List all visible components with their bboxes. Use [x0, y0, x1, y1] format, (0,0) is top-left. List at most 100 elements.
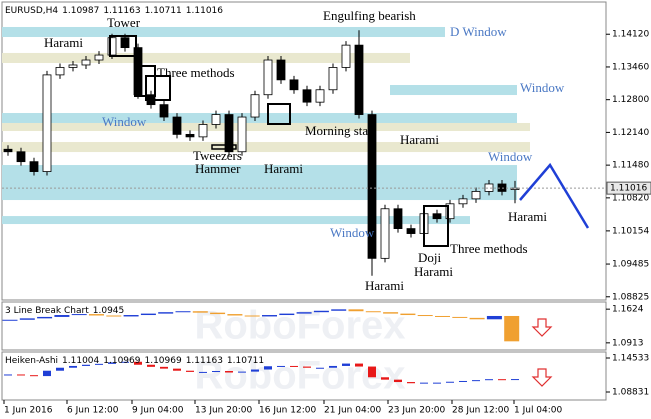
- bar: [227, 314, 243, 316]
- annotation: Three methods: [157, 65, 235, 80]
- title: Heiken-Ashi: [5, 356, 58, 366]
- bar: [316, 367, 324, 369]
- candle-body: [120, 37, 130, 49]
- bar: [238, 371, 246, 373]
- y-tick-label: 1.14533: [612, 354, 649, 364]
- signal-arrow: [531, 368, 553, 387]
- bar: [400, 313, 416, 316]
- bar: [498, 379, 506, 381]
- bar: [348, 309, 364, 312]
- candle-body: [55, 67, 65, 76]
- bar: [108, 362, 116, 364]
- candle-body: [458, 198, 468, 205]
- bar: [313, 310, 329, 313]
- candle-body: [250, 94, 260, 118]
- bar: [140, 313, 156, 316]
- bar: [244, 315, 260, 317]
- candle-body: [185, 133, 195, 138]
- annotation: Engulfing bearish: [323, 8, 416, 23]
- candle-body: [211, 114, 221, 125]
- bar: [279, 313, 295, 316]
- annotation: Three methods: [450, 241, 528, 256]
- zone: [2, 122, 530, 132]
- bar: [186, 370, 194, 372]
- candle-body: [94, 54, 104, 61]
- candle-body: [16, 151, 26, 163]
- bar: [420, 382, 428, 384]
- zone: [2, 216, 470, 225]
- pattern-box: [211, 144, 237, 150]
- bar: [82, 364, 90, 366]
- bar: [121, 361, 129, 363]
- annotation: Harami: [508, 209, 547, 224]
- bar: [123, 315, 139, 317]
- bar: [158, 312, 174, 314]
- zone: [2, 52, 410, 63]
- annotation: Harami: [400, 132, 439, 147]
- bar: [296, 312, 312, 314]
- price-tag: [606, 181, 651, 195]
- candle-body: [380, 208, 390, 259]
- candle-body: [42, 74, 52, 172]
- annotation: Harami: [414, 264, 453, 279]
- annotation: Window: [330, 225, 375, 240]
- candle-body: [172, 116, 182, 135]
- bar: [383, 312, 399, 314]
- bar: [303, 366, 311, 368]
- bar: [459, 380, 467, 382]
- annotation: Morning star: [305, 123, 373, 138]
- bar: [381, 377, 389, 380]
- candle-body: [68, 64, 78, 68]
- forecast-arrow: [519, 162, 590, 229]
- candle-body: [393, 208, 403, 229]
- header-value: 1.10969: [144, 356, 181, 366]
- bar: [365, 311, 381, 313]
- x-tick-label: 1 Jun 2016: [4, 406, 53, 416]
- bar: [446, 381, 454, 383]
- candle-body: [276, 59, 286, 81]
- annotation: D Window: [450, 24, 507, 39]
- candle-body: [302, 89, 312, 103]
- bar: [37, 316, 53, 319]
- candle-body: [406, 228, 416, 234]
- y-tick-label: 1.0913: [612, 338, 644, 348]
- title: 3 Line Break Chart: [5, 306, 89, 316]
- symbol: EURUSD,H4: [5, 6, 58, 16]
- bar: [262, 315, 277, 317]
- header-open: 1.10987: [62, 6, 99, 16]
- bar: [4, 374, 12, 376]
- panel-title: Heiken-Ashi 1.11004 1.10969 1.10969 1.11163 1…: [5, 356, 264, 366]
- x-tick-label: 23 Jun 20:00: [388, 406, 445, 416]
- bar: [71, 314, 87, 316]
- signal-arrow: [531, 318, 553, 337]
- bar: [290, 365, 298, 367]
- annotation: Window: [488, 149, 533, 164]
- bar: [19, 318, 35, 320]
- bar: [106, 315, 122, 317]
- zone: [2, 26, 445, 38]
- bar: [355, 363, 363, 367]
- header: EURUSD,H4 1.10987 1.11163 1.10711 1.11016: [5, 6, 223, 16]
- bar: [342, 363, 350, 366]
- bar: [433, 382, 441, 384]
- bar: [329, 365, 337, 368]
- bar: [192, 311, 208, 313]
- y-tick-label: 1.10154: [612, 226, 649, 236]
- header-value: 1.11004: [62, 356, 99, 366]
- bar: [30, 375, 38, 377]
- zone: [2, 113, 517, 126]
- bar: [394, 379, 402, 383]
- candle-body: [341, 44, 351, 68]
- candle-body: [445, 203, 455, 220]
- bar: [511, 379, 519, 381]
- bar: [407, 382, 415, 384]
- y-tick-label: 1.10820: [612, 193, 649, 203]
- bar: [504, 315, 520, 342]
- candle-body: [354, 44, 364, 115]
- y-tick-label: 1.12800: [612, 95, 649, 105]
- y-tick-label: 1.08831: [612, 387, 649, 397]
- candle-body: [367, 114, 377, 259]
- bar: [95, 363, 103, 365]
- bar: [251, 369, 259, 372]
